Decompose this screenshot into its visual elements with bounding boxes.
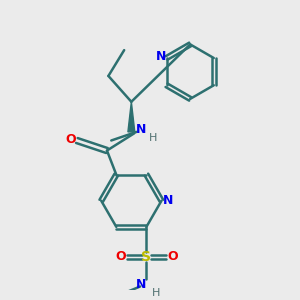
Text: N: N	[156, 50, 167, 63]
Text: O: O	[66, 133, 76, 146]
Text: O: O	[115, 250, 126, 263]
Text: H: H	[149, 133, 157, 142]
Text: S: S	[141, 250, 152, 264]
Text: N: N	[136, 122, 147, 136]
Text: O: O	[167, 250, 178, 263]
Text: N: N	[163, 194, 173, 207]
Text: H: H	[152, 288, 160, 298]
Polygon shape	[128, 102, 135, 132]
Text: N: N	[136, 278, 146, 291]
